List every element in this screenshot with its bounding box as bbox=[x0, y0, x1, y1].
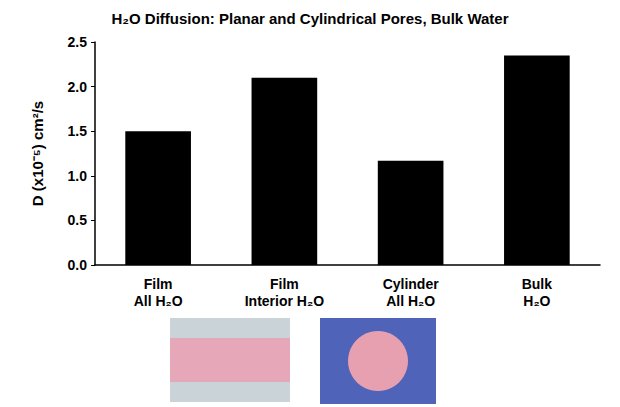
svg-text:Cylinder: Cylinder bbox=[383, 276, 440, 292]
svg-text:D (x10⁻⁵) cm²/s: D (x10⁻⁵) cm²/s bbox=[29, 101, 46, 206]
svg-text:0.0: 0.0 bbox=[68, 257, 88, 273]
svg-text:1.5: 1.5 bbox=[68, 123, 88, 139]
svg-text:H₂O Diffusion: Planar and Cyli: H₂O Diffusion: Planar and Cylindrical Po… bbox=[111, 10, 508, 27]
svg-text:All H₂O: All H₂O bbox=[134, 293, 183, 309]
svg-text:Interior H₂O: Interior H₂O bbox=[245, 293, 324, 309]
svg-text:Film: Film bbox=[144, 276, 173, 292]
svg-text:2.5: 2.5 bbox=[68, 34, 88, 50]
svg-text:2.0: 2.0 bbox=[68, 79, 88, 95]
svg-text:1.0: 1.0 bbox=[68, 168, 88, 184]
svg-text:Film: Film bbox=[270, 276, 299, 292]
svg-text:All H₂O: All H₂O bbox=[386, 293, 435, 309]
svg-text:H₂O: H₂O bbox=[523, 293, 550, 309]
svg-text:0.5: 0.5 bbox=[68, 212, 88, 228]
svg-text:Bulk: Bulk bbox=[522, 276, 553, 292]
